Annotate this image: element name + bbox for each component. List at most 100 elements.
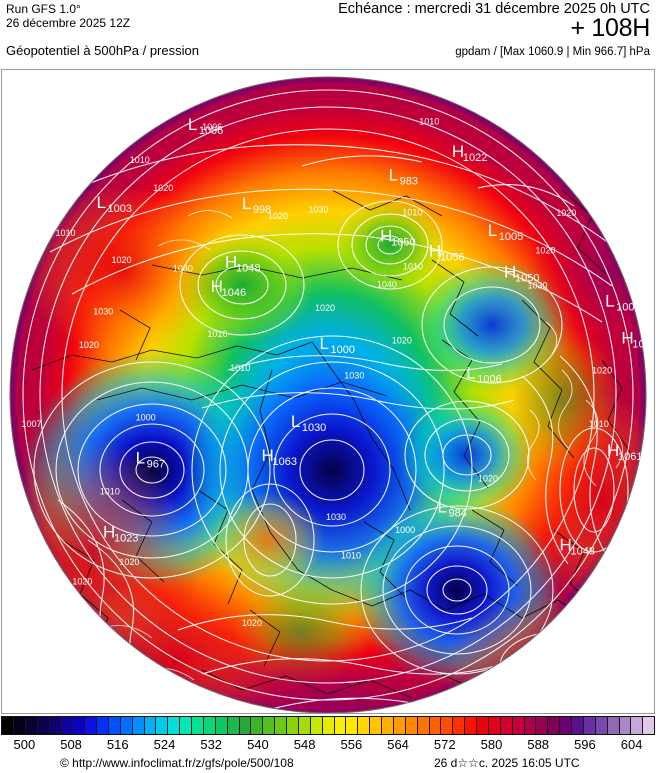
pressure-center-label: L 1005 bbox=[488, 221, 523, 243]
pressure-center-value: 1056 bbox=[440, 251, 464, 263]
color-scale-bar[interactable] bbox=[1, 716, 655, 735]
high-center-symbol: H bbox=[429, 241, 441, 260]
globe-outline bbox=[9, 76, 647, 713]
green-lobe-top bbox=[332, 197, 448, 293]
isobar-value-label: 1010 bbox=[403, 261, 423, 271]
isobar-value-label: 1010 bbox=[341, 551, 361, 561]
color-swatch bbox=[251, 717, 264, 734]
isobar-value-label: 1030 bbox=[326, 512, 346, 522]
pressure-center-value: 984 bbox=[449, 507, 467, 519]
color-swatch bbox=[465, 717, 477, 734]
low-center-symbol: L bbox=[188, 115, 197, 134]
isobar-value-label: 1010 bbox=[100, 486, 120, 496]
color-swatch bbox=[108, 717, 121, 734]
isobar-value-label: 1010 bbox=[55, 228, 75, 238]
color-swatch bbox=[643, 717, 655, 734]
pressure-center-value: 1022 bbox=[463, 152, 487, 164]
high-center-symbol: H bbox=[211, 277, 223, 296]
color-scale-tick: 524 bbox=[153, 737, 176, 752]
isobar-value-label: 1010 bbox=[207, 329, 227, 339]
isobar-value-label: 1020 bbox=[315, 303, 335, 313]
color-swatch bbox=[275, 717, 287, 734]
low-center-symbol: L bbox=[291, 412, 300, 431]
parameter-title: Géopotentiel à 500hPa / pression bbox=[6, 43, 199, 58]
isobar-value-label: 1020 bbox=[268, 211, 288, 221]
legend: 500 508 516 524 532 540 548 556 564 572 580 588 596 6… bbox=[0, 716, 656, 773]
color-swatch bbox=[13, 717, 26, 734]
units-range-label: gpdam / [Max 1060.9 | Min 966.7] hPa bbox=[455, 46, 650, 58]
color-swatch bbox=[477, 717, 489, 734]
color-swatch bbox=[263, 717, 276, 734]
low-center-symbol: L bbox=[136, 449, 145, 468]
isobar-value-label: 1030 bbox=[173, 263, 193, 273]
pressure-center-value: 1048 bbox=[236, 262, 260, 274]
high-center-symbol: H bbox=[261, 446, 273, 465]
color-swatch bbox=[429, 717, 442, 734]
isobar-value-label: 1020 bbox=[556, 208, 576, 218]
isobar-value-label: 1000 bbox=[136, 412, 156, 422]
color-swatch bbox=[488, 717, 501, 734]
high-center-symbol: H bbox=[103, 522, 115, 541]
isobar-value-label: 1020 bbox=[392, 335, 412, 345]
color-scale-tick: 516 bbox=[106, 737, 129, 752]
low-center-symbol: L bbox=[466, 364, 475, 383]
pressure-center-value: 1046 bbox=[222, 287, 246, 299]
cool-lobe-right-mid bbox=[397, 393, 537, 517]
color-swatch bbox=[631, 717, 644, 734]
color-scale-tick: 532 bbox=[200, 737, 223, 752]
color-swatch bbox=[358, 717, 371, 734]
color-swatch bbox=[607, 717, 620, 734]
color-swatch bbox=[180, 717, 192, 734]
pressure-center-value: 1006 bbox=[477, 374, 501, 386]
polar-map-panel[interactable]: L 1006 H 1022 L 983 L 998 L 1003 L 1005 H 1048 H 1050 H 1… bbox=[1, 69, 655, 714]
pressure-center-value: 1005 bbox=[499, 231, 523, 243]
color-swatch bbox=[548, 717, 561, 734]
high-center-symbol: H bbox=[225, 252, 237, 271]
color-scale-tick: 540 bbox=[247, 737, 269, 752]
isobar-value-label: 1010 bbox=[402, 207, 422, 217]
pressure-center-label: L 967 bbox=[136, 449, 165, 471]
color-swatch bbox=[346, 717, 359, 734]
pressure-center-label: L 1006 bbox=[466, 364, 501, 386]
color-swatch bbox=[453, 717, 466, 734]
low-center-symbol: L bbox=[320, 334, 329, 353]
isobar-value-label: 1010 bbox=[130, 155, 150, 165]
color-scale-tick: 548 bbox=[293, 737, 316, 752]
color-swatch bbox=[595, 717, 608, 734]
globe-field bbox=[10, 77, 646, 713]
low-center-symbol: L bbox=[438, 497, 447, 516]
pressure-center-label: L 1003 bbox=[97, 193, 132, 215]
isobar-value-label: 1020 bbox=[242, 618, 262, 628]
color-swatch bbox=[192, 717, 204, 734]
low-center-symbol: L bbox=[605, 292, 614, 311]
color-scale-tick: 580 bbox=[480, 737, 503, 752]
isobar-value-label: 1030 bbox=[308, 205, 328, 215]
isobar-contours bbox=[22, 89, 634, 713]
color-swatch bbox=[298, 717, 311, 734]
deep-warm-lobe-upper-right bbox=[527, 175, 646, 365]
color-swatch bbox=[560, 717, 572, 734]
low-center-symbol: L bbox=[389, 166, 398, 185]
isobar-value-label: 1006 bbox=[202, 122, 222, 132]
isobar-value-label: 1020 bbox=[119, 557, 139, 567]
source-credit[interactable]: © http://www.infoclimat.fr/z/gfs/pole/50… bbox=[60, 756, 294, 770]
color-swatch bbox=[239, 717, 252, 734]
color-swatch bbox=[73, 717, 86, 734]
pressure-center-value: 1050 bbox=[632, 338, 654, 350]
valid-time-label: Echéance : mercredi 31 décembre 2025 0h … bbox=[338, 1, 650, 17]
color-swatch bbox=[619, 717, 632, 734]
color-swatch bbox=[417, 717, 430, 734]
color-swatch bbox=[144, 717, 157, 734]
high-center-symbol: H bbox=[504, 263, 516, 282]
color-scale-tick: 572 bbox=[433, 737, 456, 752]
color-swatch bbox=[132, 717, 145, 734]
color-swatch bbox=[215, 717, 228, 734]
high-center-symbol: H bbox=[621, 328, 633, 347]
pressure-center-label: L 1006 bbox=[188, 115, 223, 137]
